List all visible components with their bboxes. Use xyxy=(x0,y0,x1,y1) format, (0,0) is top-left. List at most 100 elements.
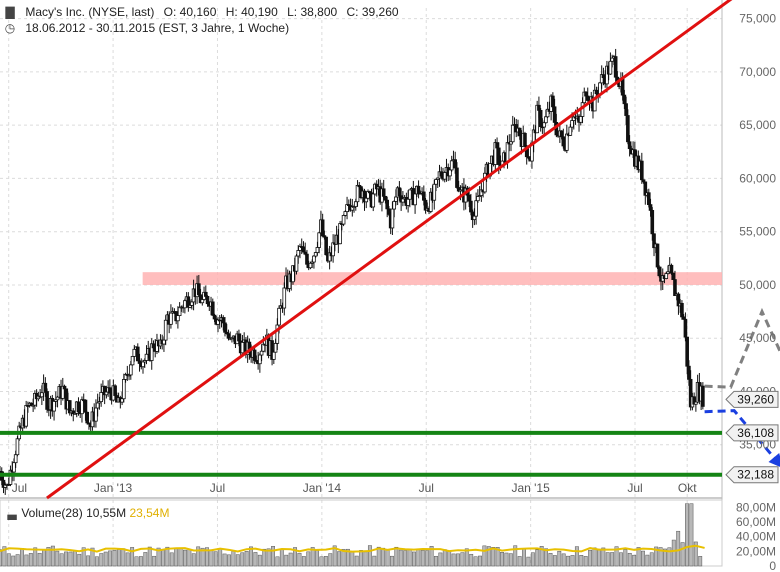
candle-body xyxy=(132,348,137,357)
volume-bar xyxy=(376,546,381,567)
volume-bar xyxy=(37,552,42,567)
price-marker-box xyxy=(725,424,779,442)
volume-bar xyxy=(447,550,452,567)
candle-body xyxy=(397,187,402,197)
chart-header-ohlc: ▇ Macy's Inc. (NYSE, last) O: 40,160 H: … xyxy=(4,5,405,19)
candle-body xyxy=(392,200,396,210)
candle-body xyxy=(76,401,81,413)
volume-bar xyxy=(240,552,245,567)
candle-body xyxy=(578,116,583,123)
candle-body xyxy=(200,299,205,304)
candle-body xyxy=(320,219,325,237)
candle-body xyxy=(517,127,522,137)
volume-bar xyxy=(332,545,337,567)
volume-bar xyxy=(539,546,544,567)
volume-bar xyxy=(275,556,280,567)
candle-body xyxy=(648,204,653,211)
volume-bar xyxy=(588,549,593,567)
volume-bar xyxy=(174,547,179,567)
volume-bar xyxy=(231,551,236,567)
candle-body xyxy=(455,167,459,188)
candle-body xyxy=(305,253,309,265)
volume-bar xyxy=(86,555,91,567)
candle-body xyxy=(317,232,321,248)
volume-bar xyxy=(24,554,29,567)
volume-bar xyxy=(482,545,487,567)
candle-body xyxy=(538,109,543,128)
candle-body xyxy=(608,60,613,75)
volume-bar xyxy=(544,548,549,567)
candle-body xyxy=(282,287,287,309)
candle-body xyxy=(338,223,342,245)
volume-bar xyxy=(425,550,430,567)
candle-body xyxy=(15,438,20,456)
candle-body xyxy=(210,301,215,316)
candle-body xyxy=(144,353,149,361)
volume-bar xyxy=(306,551,311,567)
volume-bar xyxy=(200,547,205,567)
candle-body xyxy=(341,215,346,225)
candle-body xyxy=(551,95,555,108)
volume-bar xyxy=(552,555,557,567)
candle-body xyxy=(627,141,632,150)
candle-body xyxy=(683,318,688,338)
candle-body xyxy=(85,411,90,424)
volume-bar xyxy=(513,545,518,567)
candle-body xyxy=(671,272,676,280)
volume-bar xyxy=(235,554,240,567)
chart-header-range: ◷ 18.06.2012 - 30.11.2015 (EST, 3 Jahre,… xyxy=(4,21,295,35)
volume-legend: ▃ Volume(28) 10,55M 23,54M xyxy=(6,506,169,520)
volume-bar xyxy=(15,554,20,567)
volume-bar xyxy=(403,550,408,567)
candle-body xyxy=(568,126,573,136)
volume-bar xyxy=(301,556,306,567)
volume-bar xyxy=(654,546,659,567)
volume-bar xyxy=(570,555,575,567)
candle-body xyxy=(381,188,386,197)
candle-body xyxy=(474,200,478,217)
candle-body xyxy=(610,57,614,62)
price-marker-label: 39,260 xyxy=(737,392,774,406)
volume-bar xyxy=(279,548,284,567)
candle-body xyxy=(95,402,100,409)
candle-body xyxy=(128,364,133,376)
candle-body xyxy=(80,399,84,415)
volume-bar xyxy=(416,548,421,567)
volume-bar xyxy=(676,530,681,567)
volume-bar xyxy=(271,546,275,567)
volume-bar xyxy=(398,549,403,567)
volume-bar xyxy=(605,552,610,567)
price-marker-label: 32,188 xyxy=(737,468,774,482)
volume-bar xyxy=(315,550,320,567)
price-tick-label: 75,000 xyxy=(739,12,776,26)
volume-bar xyxy=(257,554,262,567)
volume-bar xyxy=(623,549,628,567)
chart-overlays xyxy=(0,0,780,500)
volume-bar xyxy=(693,541,698,567)
volume-bar xyxy=(601,547,606,567)
high-value: H: 40,190 xyxy=(225,5,278,19)
candle-body xyxy=(258,354,262,365)
time-tick-label: Okt xyxy=(678,481,697,495)
volume-bar xyxy=(33,547,38,567)
price-marker-box xyxy=(725,466,779,484)
volume-bar xyxy=(218,548,223,567)
candle-body xyxy=(390,208,395,229)
candle-body xyxy=(472,215,477,221)
candle-body xyxy=(510,124,515,143)
volume-bars-icon: ▃ xyxy=(7,506,17,520)
volume-bar xyxy=(434,555,438,567)
time-tick-label: Jul xyxy=(210,481,225,495)
candle-body xyxy=(416,185,421,194)
candle-body xyxy=(12,462,16,473)
volume-bar xyxy=(108,550,113,567)
volume-bar xyxy=(20,548,24,567)
volume-value: 10,55M xyxy=(86,506,127,520)
candle-body xyxy=(94,407,98,422)
candle-body xyxy=(190,301,194,306)
candle-body xyxy=(163,319,168,341)
candle-body xyxy=(387,208,391,215)
candle-body xyxy=(453,159,458,169)
volume-bar xyxy=(90,547,95,567)
